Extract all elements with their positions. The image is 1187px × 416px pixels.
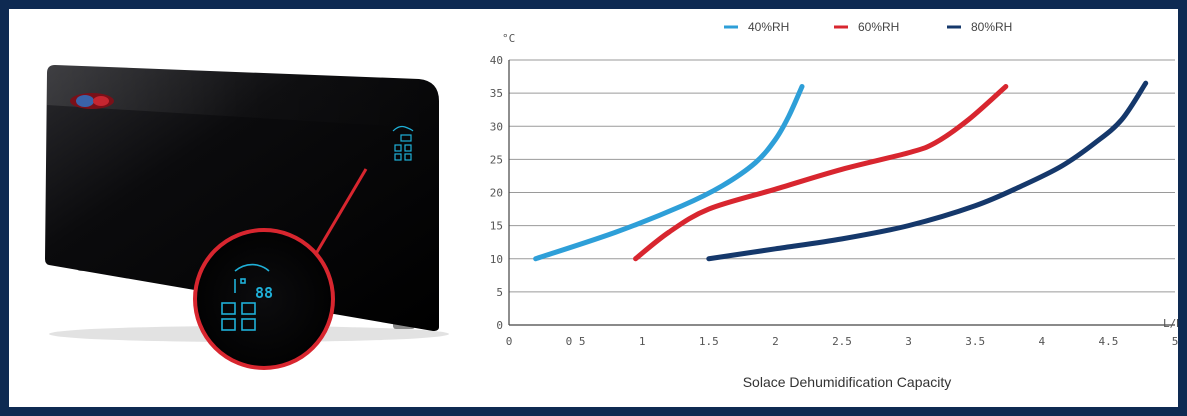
series-line-80-rh <box>706 80 1149 262</box>
zoomed-control-panel <box>221 263 270 331</box>
x-tick-label: 0 5 <box>566 335 586 348</box>
device-control-panel <box>392 125 414 161</box>
y-tick-label: 35 <box>490 87 503 100</box>
x-tick-label: 5 <box>1172 335 1178 348</box>
y-tick-label: 25 <box>490 153 503 166</box>
y-tick-label: 15 <box>490 220 503 233</box>
x-tick-label: 4 <box>1038 335 1045 348</box>
x-tick-label: 1.5 <box>699 335 719 348</box>
x-tick-label: 3.5 <box>965 335 985 348</box>
device-body <box>45 65 439 331</box>
x-axis-title: Solace Dehumidification Capacity <box>743 374 952 390</box>
legend-label: 60%RH <box>858 20 899 34</box>
x-tick-label: 2.5 <box>832 335 852 348</box>
dehumidifier-product-image: 88 <box>9 9 459 407</box>
zoom-circle <box>193 228 335 370</box>
legend-label: 40%RH <box>748 20 789 34</box>
series-line-60-rh <box>633 84 1009 262</box>
x-tick-label: 2 <box>772 335 779 348</box>
y-tick-label: 40 <box>490 54 503 67</box>
x-tick-label: 3 <box>905 335 912 348</box>
series-line-40-rh <box>533 84 805 262</box>
y-axis-label: °C <box>502 32 515 45</box>
y-tick-label: 30 <box>490 120 503 133</box>
dehumidification-chart: 40%RH 60%RH 80%RH 0 5 10 15 20 25 30 35 40 0 0 5 1 1.5… <box>459 9 1178 407</box>
y-tick-label: 10 <box>490 253 503 266</box>
y-tick-label: 5 <box>496 286 503 299</box>
x-axis-unit: L/D <box>1163 317 1178 330</box>
y-tick-label: 20 <box>490 187 503 200</box>
y-tick-label: 0 <box>496 319 503 332</box>
zoomed-display-readout: 88 <box>255 284 273 302</box>
x-tick-label: 0 <box>506 335 513 348</box>
legend-label: 80%RH <box>971 20 1012 34</box>
x-tick-label: 4.5 <box>1098 335 1118 348</box>
x-tick-label: 1 <box>639 335 646 348</box>
